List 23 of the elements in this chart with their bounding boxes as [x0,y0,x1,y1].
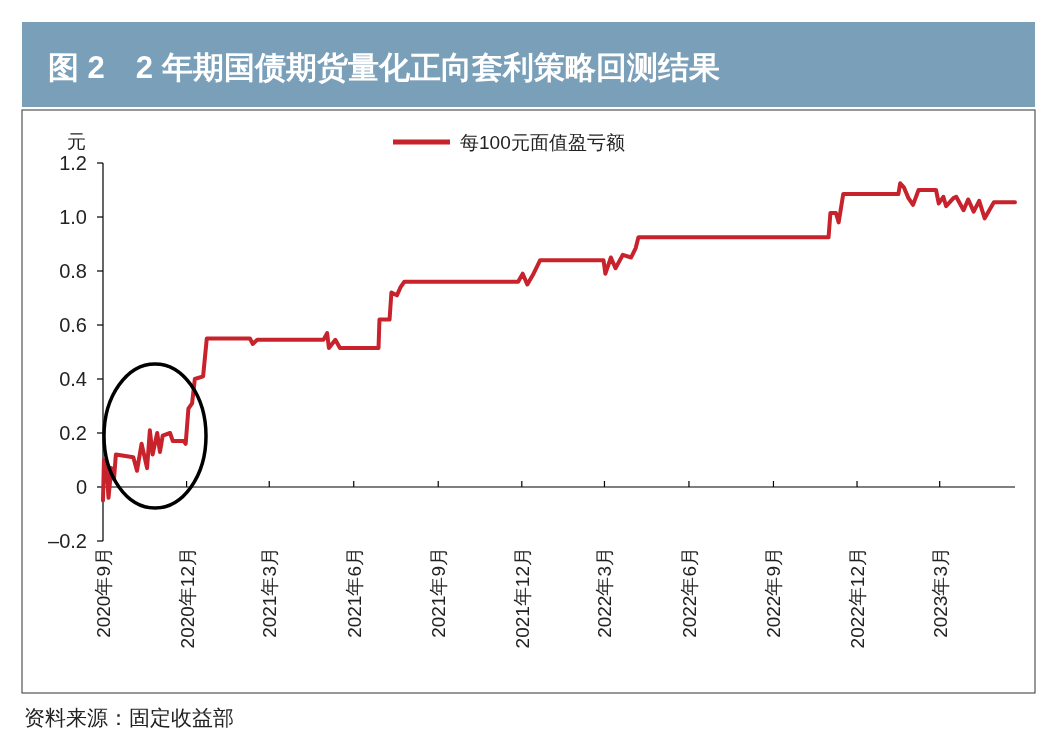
y-tick-label: 0.4 [59,368,87,390]
y-tick-label: 1.2 [59,152,87,174]
x-tick-label: 2021年9月 [428,547,450,638]
y-tick-label: 1.0 [59,206,87,228]
x-tick-label: 2022年12月 [847,547,869,649]
x-tick-label: 2022年6月 [678,547,700,638]
y-tick-label: 0.8 [59,260,87,282]
x-tick-label: 2021年6月 [343,547,365,638]
x-tick-label: 2022年9月 [763,547,785,638]
x-tick-label: 2022年3月 [594,547,616,638]
chart-title: 图 2 2 年期国债期货量化正向套利策略回测结果 [48,50,720,85]
y-axis-title: 元 [66,131,86,152]
y-tick-label: 0.6 [59,314,87,336]
x-tick-label: 2023年3月 [929,547,951,638]
y-tick-label: –0.2 [48,530,87,552]
x-tick-label: 2020年9月 [93,547,114,638]
y-tick-label: 0.2 [59,422,87,444]
x-tick-label: 2020年12月 [176,547,198,649]
legend-label: 每100元面值盈亏额 [460,132,625,153]
x-tick-label: 2021年3月 [259,547,281,638]
x-tick-label: 2021年12月 [511,547,533,649]
y-tick-label: 0 [75,476,87,498]
text: 资料来源：固定收益部 [24,706,234,729]
